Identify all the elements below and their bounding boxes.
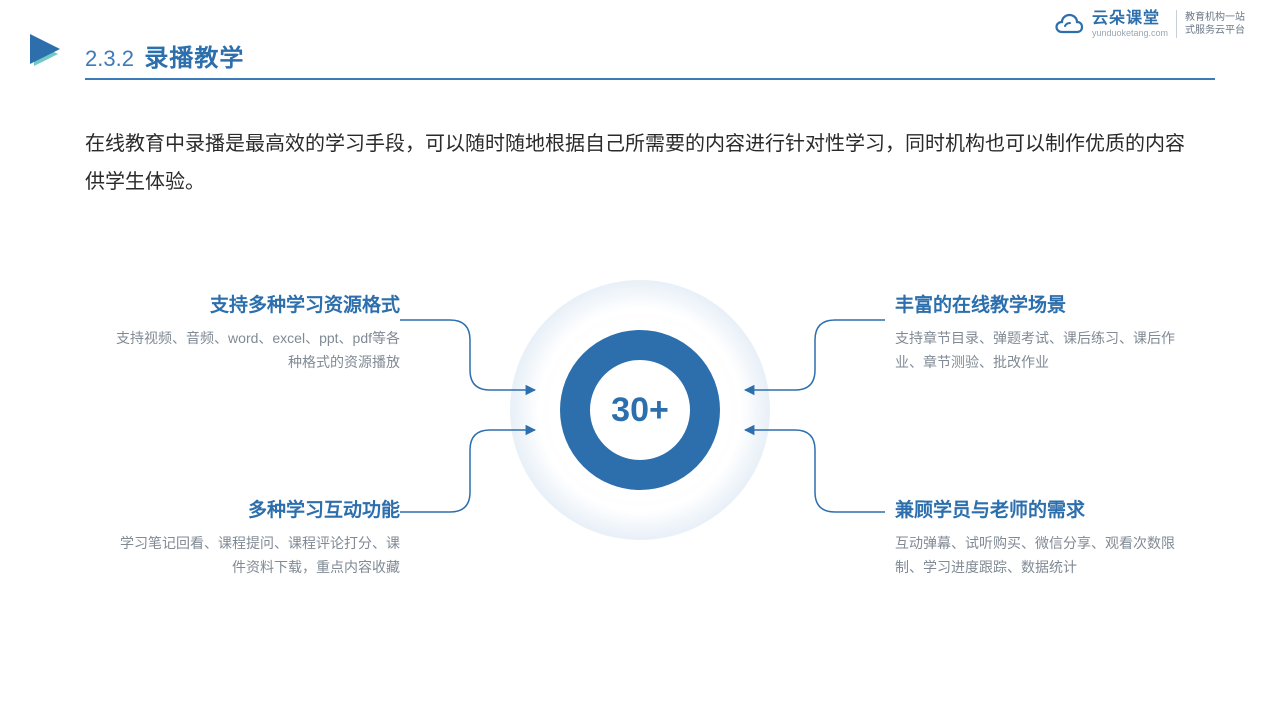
brand-logo: 云朵课堂 yunduoketang.com 教育机构一站 式服务云平台	[1054, 10, 1245, 38]
feature-desc: 互动弹幕、试听购买、微信分享、观看次数限制、学习进度跟踪、数据统计	[895, 532, 1185, 580]
cloud-icon	[1054, 13, 1084, 35]
feature-desc: 支持章节目录、弹题考试、课后练习、课后作业、章节测验、批改作业	[895, 327, 1185, 375]
feature-title: 多种学习互动功能	[110, 495, 400, 522]
play-icon	[30, 30, 72, 77]
logo-separator	[1176, 10, 1177, 38]
feature-top-left: 支持多种学习资源格式 支持视频、音频、word、excel、ppt、pdf等各种…	[110, 290, 400, 375]
feature-bottom-left: 多种学习互动功能 学习笔记回看、课程提问、课程评论打分、课件资料下载，重点内容收…	[110, 495, 400, 580]
slide-root: 2.3.2 录播教学 云朵课堂 yunduoketang.com 教育机构一站 …	[0, 0, 1280, 720]
section-heading: 2.3.2 录播教学	[85, 38, 244, 73]
section-title: 录播教学	[144, 45, 244, 72]
feature-title: 丰富的在线教学场景	[895, 290, 1185, 317]
intro-paragraph: 在线教育中录播是最高效的学习手段，可以随时随地根据自己所需要的内容进行针对性学习…	[85, 125, 1195, 201]
center-graphic: 30+	[510, 280, 770, 540]
brand-tagline-l2: 式服务云平台	[1185, 24, 1245, 37]
feature-title: 兼顾学员与老师的需求	[895, 495, 1185, 522]
brand-tagline: 教育机构一站 式服务云平台	[1185, 11, 1245, 37]
feature-desc: 支持视频、音频、word、excel、ppt、pdf等各种格式的资源播放	[110, 327, 400, 375]
brand-name-cn: 云朵课堂	[1092, 11, 1168, 27]
brand-tagline-l1: 教育机构一站	[1185, 11, 1245, 24]
header-rule	[85, 78, 1215, 80]
halo-ring: 30+	[510, 280, 770, 540]
stat-ring: 30+	[560, 330, 720, 490]
brand-name: 云朵课堂 yunduoketang.com	[1092, 11, 1168, 38]
section-number: 2.3.2	[85, 46, 134, 71]
stat-value: 30+	[611, 391, 669, 430]
feature-desc: 学习笔记回看、课程提问、课程评论打分、课件资料下载，重点内容收藏	[110, 532, 400, 580]
brand-url: yunduoketang.com	[1092, 29, 1168, 38]
feature-title: 支持多种学习资源格式	[110, 290, 400, 317]
feature-bottom-right: 兼顾学员与老师的需求 互动弹幕、试听购买、微信分享、观看次数限制、学习进度跟踪、…	[895, 495, 1185, 580]
feature-top-right: 丰富的在线教学场景 支持章节目录、弹题考试、课后练习、课后作业、章节测验、批改作…	[895, 290, 1185, 375]
